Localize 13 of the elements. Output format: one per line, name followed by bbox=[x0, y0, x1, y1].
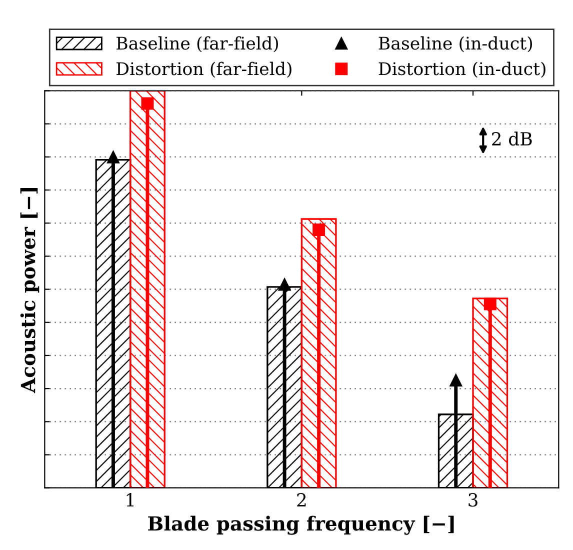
x-tick-label: 1 bbox=[126, 493, 134, 506]
x-axis-title: Blade passing frequency [−] bbox=[148, 516, 454, 535]
bar bbox=[300, 218, 337, 488]
legend-label: Baseline (in-duct) bbox=[378, 36, 532, 52]
legend-label: Distortion (in-duct) bbox=[378, 62, 546, 78]
bar bbox=[472, 298, 508, 488]
x-tick-label: 2 bbox=[297, 493, 306, 506]
y-axis-title: Acoustic power [−] bbox=[20, 188, 40, 394]
legend-label: Distortion (far-field) bbox=[116, 62, 292, 78]
bar bbox=[130, 90, 166, 488]
legend-label: Baseline (far-field) bbox=[116, 36, 278, 52]
annotation: 2 dB bbox=[492, 132, 532, 146]
x-tick-label: 3 bbox=[468, 493, 478, 507]
